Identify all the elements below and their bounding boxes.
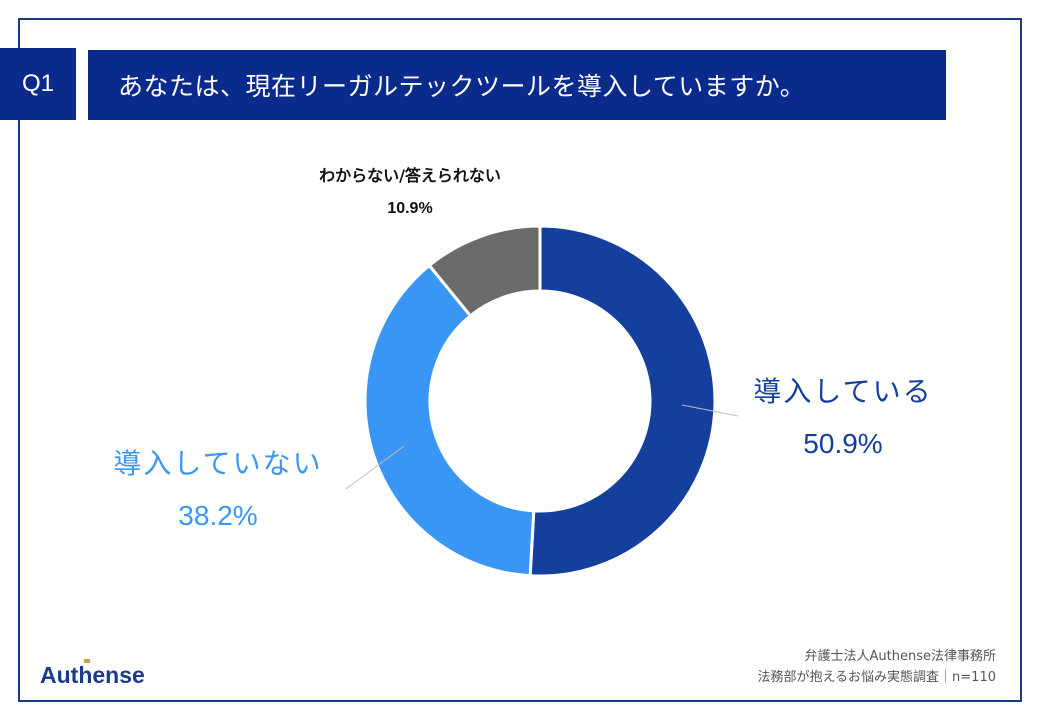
- question-text: あなたは、現在リーガルテックツールを導入していますか。: [118, 72, 806, 101]
- credit-line-2: 法務部が抱えるお悩み実態調査｜n=110: [757, 670, 996, 685]
- leader-line-introduced: [681, 404, 739, 417]
- slice-introduced: [528, 224, 717, 578]
- logo-text: Authense: [40, 662, 145, 688]
- slice-value-unknown: 10.9%: [387, 200, 433, 217]
- slice-name-introduced: 導入している: [753, 375, 933, 408]
- leader-line-not-introduced: [345, 445, 405, 490]
- slice-value-not-introduced: 38.2%: [178, 500, 258, 531]
- slice-label-introduced: 導入している 50.9%: [738, 370, 948, 460]
- slice-unknown: [427, 224, 542, 318]
- slice-name-not-introduced: 導入していない: [113, 447, 323, 480]
- slice-label-unknown: わからない/答えられない 10.9%: [290, 162, 530, 218]
- question-title-bar: あなたは、現在リーガルテックツールを導入していますか。: [88, 50, 946, 120]
- authense-logo: Authense: [40, 662, 145, 689]
- slice-name-unknown: わからない/答えられない: [319, 166, 501, 185]
- question-number: Q1: [21, 70, 54, 97]
- chart-frame: [18, 18, 1022, 702]
- source-credit: 弁護士法人Authense法律事務所 法務部が抱えるお悩み実態調査｜n=110: [757, 646, 996, 688]
- credit-line-1: 弁護士法人Authense法律事務所: [804, 649, 996, 664]
- logo-accent-mark: [84, 659, 90, 663]
- slice-label-not-introduced: 導入していない 38.2%: [100, 442, 336, 532]
- question-number-badge: Q1: [0, 48, 76, 120]
- slice-value-introduced: 50.9%: [803, 428, 883, 459]
- slice-not-introduced: [363, 263, 536, 578]
